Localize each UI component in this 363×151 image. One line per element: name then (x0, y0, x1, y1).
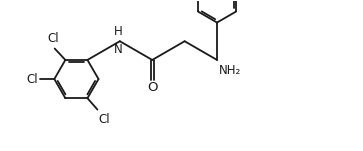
Text: N: N (114, 43, 122, 56)
Text: O: O (147, 81, 158, 94)
Text: H: H (114, 25, 122, 38)
Text: NH₂: NH₂ (219, 64, 241, 77)
Text: Cl: Cl (26, 73, 38, 86)
Text: Cl: Cl (48, 32, 59, 45)
Text: Cl: Cl (99, 113, 110, 126)
